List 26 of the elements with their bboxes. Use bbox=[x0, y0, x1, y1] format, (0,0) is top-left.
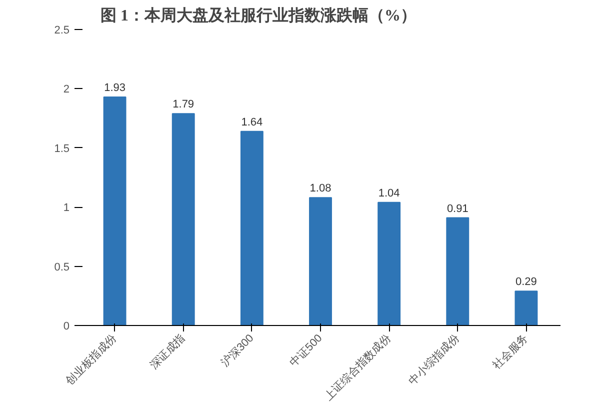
y-tick-label: 2 bbox=[63, 84, 70, 96]
data-label: 1.93 bbox=[104, 82, 126, 94]
y-tick-label: 0.5 bbox=[54, 261, 70, 274]
x-tick-label: 深证成指 bbox=[147, 332, 188, 372]
x-tick-label: 沪深300 bbox=[218, 332, 256, 370]
data-label: 1.79 bbox=[172, 98, 194, 111]
bar bbox=[240, 130, 264, 326]
data-label: 0.91 bbox=[446, 202, 468, 215]
bar bbox=[378, 202, 401, 326]
bar bbox=[514, 290, 538, 326]
y-tick-label: 0 bbox=[63, 320, 70, 332]
data-label: 0.29 bbox=[516, 276, 537, 288]
bar bbox=[172, 113, 195, 326]
x-tick-label: 中小综指成份 bbox=[406, 332, 462, 388]
data-label: 1.08 bbox=[310, 182, 332, 195]
chart-title: 图 1：本周大盘及社服行业指数涨跌幅（%） bbox=[100, 6, 416, 24]
y-tick-label: 2.5 bbox=[54, 24, 70, 36]
bar bbox=[103, 96, 126, 326]
y-tick-label: 1.5 bbox=[54, 142, 70, 155]
data-label: 1.04 bbox=[378, 187, 400, 200]
data-label: 1.64 bbox=[241, 116, 263, 128]
x-tick-label: 社会服务 bbox=[490, 332, 530, 372]
bar bbox=[446, 217, 470, 326]
bar bbox=[309, 197, 332, 326]
x-tick-label: 创业板指成份 bbox=[63, 332, 120, 388]
y-tick-label: 1 bbox=[63, 202, 70, 214]
